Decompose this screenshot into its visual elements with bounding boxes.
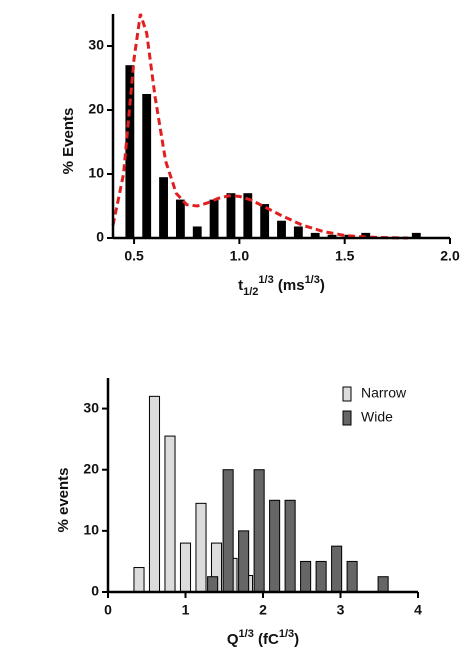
x-axis-label-part: 1/3 [239, 628, 254, 640]
x-tick-label: 2.0 [440, 248, 460, 264]
x-axis-label-part: 1/2 [243, 286, 258, 298]
y-axis-label: % Events [60, 108, 77, 175]
bar [148, 395, 161, 593]
bar [222, 469, 234, 593]
bar [310, 232, 320, 238]
y-tick-label: 0 [96, 229, 104, 245]
bar [300, 560, 312, 593]
y-axis-label: % events [55, 467, 72, 532]
bar [207, 576, 219, 593]
y-tick-label: 30 [83, 399, 99, 415]
bar [377, 576, 389, 593]
x-tick-label: 1.0 [230, 248, 250, 264]
x-axis-label: t1/21/3 (ms1/3) [238, 274, 325, 298]
x-axis-label-part: t [238, 277, 243, 294]
bar [226, 193, 236, 238]
x-axis-label-part: 1/3 [279, 628, 294, 640]
bar [195, 502, 207, 593]
legend-swatch [342, 386, 352, 402]
bar [133, 567, 145, 593]
x-tick-label: 4 [414, 602, 422, 618]
bar [175, 199, 185, 238]
x-axis-label: Q1/3 (fC1/3) [227, 628, 299, 648]
bar [346, 560, 358, 593]
x-tick-label: 0.5 [124, 248, 144, 264]
bar [253, 469, 265, 593]
x-tick-label: 2 [259, 602, 267, 618]
bar [159, 177, 168, 238]
bar [260, 204, 270, 238]
y-tick-label: 10 [88, 165, 104, 181]
x-axis-label-part: 1/3 [305, 274, 320, 286]
bar [284, 499, 296, 593]
bar [361, 232, 371, 238]
x-tick-label: 3 [337, 602, 345, 618]
bar [243, 193, 253, 238]
legend-label: Narrow [361, 385, 407, 401]
y-tick-label: 20 [88, 101, 104, 117]
legend-label: Wide [361, 409, 393, 425]
bar [125, 65, 135, 238]
bar [179, 542, 192, 593]
fit-curve [111, 13, 408, 240]
bar [209, 199, 219, 238]
x-axis-label-part: (fC [254, 631, 279, 648]
bar [142, 94, 152, 238]
y-tick-label: 20 [83, 460, 99, 476]
legend-swatch [342, 410, 352, 426]
bar [411, 232, 421, 238]
bar [315, 560, 327, 593]
bar [269, 499, 281, 593]
bar [327, 234, 337, 238]
bar [238, 530, 250, 593]
x-axis-label-part: 1/3 [258, 274, 273, 286]
y-tick-label: 0 [91, 583, 99, 599]
y-tick-label: 30 [88, 37, 104, 53]
bar [192, 226, 202, 238]
bar [164, 435, 176, 593]
x-axis-label-part: ) [294, 631, 299, 648]
x-tick-label: 0 [104, 602, 112, 618]
x-axis-label-part: Q [227, 631, 239, 648]
x-tick-label: 1 [182, 602, 190, 618]
bar [277, 220, 286, 238]
x-tick-label: 1.5 [335, 248, 355, 264]
x-axis-label-part: ) [320, 277, 325, 294]
y-tick-label: 10 [83, 522, 99, 538]
bar [331, 545, 343, 593]
bar [293, 226, 303, 238]
x-axis-label-part: (ms [274, 277, 305, 294]
